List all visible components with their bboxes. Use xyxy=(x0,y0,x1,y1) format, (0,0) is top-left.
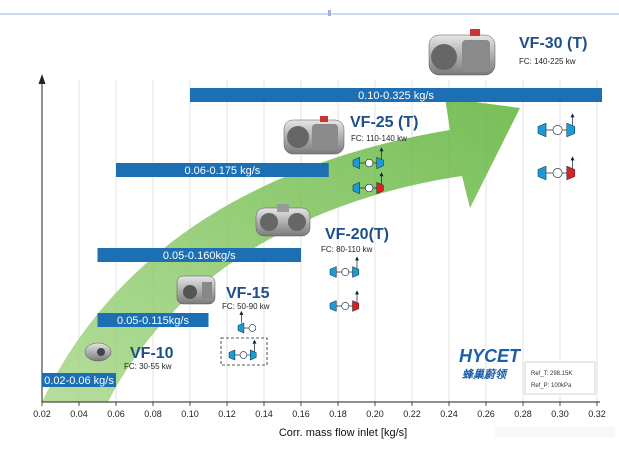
model-name-vf25: VF-25 (T) xyxy=(350,114,418,131)
logo-brand: HYCET xyxy=(459,346,522,366)
product-vf15-image xyxy=(176,275,216,305)
motor-icon xyxy=(552,125,563,135)
range-bar-label: 0.02-0.06 kg/s xyxy=(44,375,114,387)
schematic-vf20-turbo xyxy=(329,290,360,312)
schematic-vf30-turbo xyxy=(537,156,576,181)
range-bar xyxy=(42,373,116,387)
x-tick-label: 0.08 xyxy=(144,409,162,419)
motor-icon xyxy=(341,268,350,276)
flow-arrow-head xyxy=(570,113,575,118)
compressor-schematic-icon xyxy=(537,165,547,181)
flow-arrow-head xyxy=(570,156,575,161)
schematic-dashed-box xyxy=(220,337,268,366)
range-bar xyxy=(97,248,301,262)
compressor-schematic-icon xyxy=(250,349,257,361)
turbine-schematic-icon xyxy=(352,300,360,312)
ref-temp: Ref_T: 298.15K xyxy=(531,371,572,377)
range-bar-label: 0.10-0.325 kg/s xyxy=(358,90,434,102)
schematic-vf25-turbo xyxy=(352,172,384,195)
model-fc-vf10: FC: 30-55 kw xyxy=(124,362,172,371)
x-tick-label: 0.18 xyxy=(329,409,347,419)
model-fc-vf30: FC: 140-225 kw xyxy=(519,57,576,66)
motor-icon xyxy=(365,183,374,193)
reference-box: Ref_T: 298.15K Ref_P: 100kPa xyxy=(524,361,596,395)
compressor-schematic-icon xyxy=(329,300,337,312)
compressor-schematic-icon xyxy=(352,266,360,278)
hycet-logo: HYCET 蜂巢蔚领 xyxy=(459,346,522,381)
turbine-schematic-icon xyxy=(566,165,576,181)
x-tick-label: 0.10 xyxy=(181,409,199,419)
product-vf30-image xyxy=(428,29,496,76)
range-bar xyxy=(190,88,602,102)
range-bar-label: 0.06-0.175 kg/s xyxy=(184,165,260,177)
flow-arrow-head xyxy=(355,256,359,261)
schematic-vf25-double xyxy=(352,147,384,170)
model-name-vf15: VF-15 xyxy=(226,285,270,302)
flow-arrow-head xyxy=(379,172,384,177)
x-tick-label: 0.04 xyxy=(70,409,88,419)
flow-arrow-head xyxy=(252,339,257,344)
motor-icon xyxy=(552,168,563,178)
motor-icon xyxy=(341,302,350,310)
axes xyxy=(38,74,600,403)
x-tick-label: 0.30 xyxy=(551,409,569,419)
x-tick-label: 0.06 xyxy=(107,409,125,419)
motor-icon xyxy=(365,158,374,168)
flow-arrow-head xyxy=(355,290,359,295)
x-tick-label: 0.20 xyxy=(366,409,384,419)
range-bar xyxy=(116,163,329,177)
x-tick-label: 0.32 xyxy=(588,409,606,419)
flow-arrow-head xyxy=(239,310,244,315)
model-name-vf30: VF-30 (T) xyxy=(519,35,587,52)
x-axis-title: Corr. mass flow inlet [kg/s] xyxy=(279,427,407,439)
compressor-schematic-icon xyxy=(352,156,360,170)
x-tick-label: 0.24 xyxy=(440,409,458,419)
top-border xyxy=(0,10,619,16)
compressor-schematic-icon xyxy=(352,181,360,195)
compressor-schematic-icon xyxy=(566,122,576,138)
schematic-vf30-double xyxy=(537,113,576,138)
product-vf20-image xyxy=(255,204,311,237)
product-vf10-image xyxy=(84,342,112,362)
model-name-vf20: VF-20(T) xyxy=(325,226,389,243)
flow-arrow-head xyxy=(379,147,384,152)
x-tick-label: 0.16 xyxy=(292,409,310,419)
schematics xyxy=(220,113,576,366)
bottom-decoration xyxy=(495,427,615,437)
growth-arrow xyxy=(42,98,520,402)
logo-subtitle: 蜂巢蔚领 xyxy=(462,368,508,381)
x-tick-label: 0.02 xyxy=(33,409,51,419)
schematic-vf20-double xyxy=(329,256,360,278)
ref-pressure: Ref_P: 100kPa xyxy=(531,383,572,389)
product-vf25-image xyxy=(283,116,345,155)
schematic-vf15-single xyxy=(237,310,257,334)
x-tick-label: 0.22 xyxy=(403,409,421,419)
range-bar-label: 0.05-0.160kg/s xyxy=(163,250,236,262)
compressor-schematic-icon xyxy=(237,322,245,334)
motor-icon xyxy=(239,351,248,359)
schematic-vf15-double xyxy=(228,339,257,361)
compressor-schematic-icon xyxy=(537,122,547,138)
compressor-schematic-icon xyxy=(329,266,337,278)
range-bar xyxy=(97,313,209,327)
model-fc-vf20: FC: 80-110 kw xyxy=(321,245,373,254)
model-name-vf10: VF-10 xyxy=(130,345,174,362)
x-tick-label: 0.28 xyxy=(514,409,532,419)
x-tick-label: 0.12 xyxy=(218,409,236,419)
x-tick-label: 0.26 xyxy=(477,409,495,419)
compressor-schematic-icon xyxy=(228,349,236,361)
model-fc-vf15: FC: 50-90 kw xyxy=(222,302,270,311)
x-tick-labels: 0.02 0.04 0.06 0.08 0.10 0.12 0.14 0.16 0.18 0.20… xyxy=(33,402,606,419)
motor-icon xyxy=(248,324,257,332)
range-bar-label: 0.05-0.115kg/s xyxy=(117,315,189,327)
model-fc-vf25: FC: 110-140 kw xyxy=(351,134,407,143)
x-tick-label: 0.14 xyxy=(255,409,273,419)
range-bars: 0.02-0.06 kg/s 0.05-0.115kg/s 0.05-0.160kg… xyxy=(42,88,602,387)
